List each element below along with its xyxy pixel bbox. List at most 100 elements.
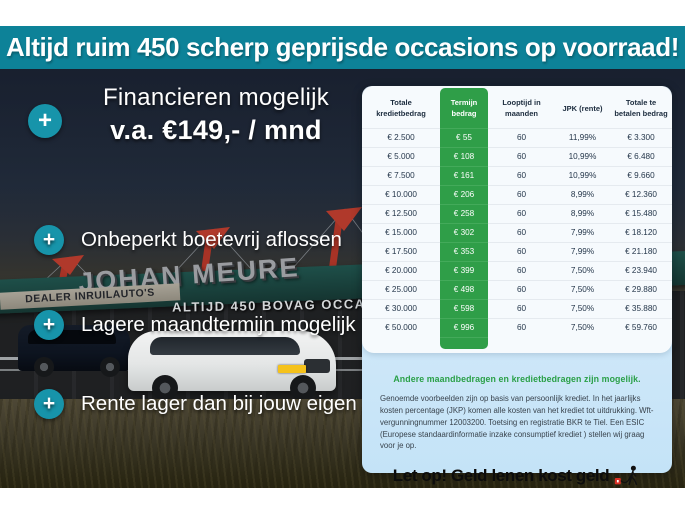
table-cell: € 258 [440,203,488,223]
white-suv-grille [304,359,330,373]
dark-suv-rear-wheel [100,357,120,377]
finance-table: Totale kredietbedrag Termijn bedrag Loop… [362,88,672,349]
alternative-amounts-note: Andere maandbedragen en kredietbedragen … [393,374,641,384]
table-cell: 7,50% [555,298,610,318]
warning-label: Let op! Geld lenen kost geld [392,465,610,485]
table-cell: 60 [488,146,555,166]
plus-icon: + [34,225,64,255]
plus-icon: + [34,389,64,419]
table-cell: 8,99% [555,203,610,223]
feature-label: Onbeperkt boetevrij aflossen [81,228,342,251]
table-row: € 25.000 € 498 60 7,50% € 29.880 [362,279,672,299]
white-suv-rear-wheel [290,375,316,401]
license-plate [278,365,306,373]
money-burden-icon [615,465,638,486]
header-looptijd: Looptijd in maanden [502,98,541,119]
table-cell: 10,99% [555,146,610,166]
table-cell: € 2.500 [362,127,440,147]
table-cell [362,337,440,349]
plus-icon: + [34,310,64,340]
table-row: € 12.500 € 258 60 8,99% € 15.480 [362,203,672,223]
table-header-row: Totale kredietbedrag Termijn bedrag Loop… [362,88,672,128]
table-row: € 2.500 € 55 60 11,99% € 3.300 [362,127,672,147]
table-cell: € 20.000 [362,260,440,280]
table-cell: 60 [488,184,555,204]
table-cell: 60 [488,127,555,147]
table-cell: 11,99% [555,127,610,147]
feature-item-aflossen: + Onbeperkt boetevrij aflossen [34,224,342,256]
table-cell: € 12.360 [610,184,672,204]
header-totaal: Totale te betalen bedrag [614,98,668,119]
table-cell: 60 [488,222,555,242]
dark-suv-front-wheel [34,357,54,377]
table-cell: € 161 [440,165,488,185]
table-cell: € 498 [440,279,488,299]
table-cell: 10,99% [555,165,610,185]
table-cell: € 10.000 [362,184,440,204]
table-cell: 7,99% [555,222,610,242]
white-suv-windows [150,337,300,355]
table-row: € 15.000 € 302 60 7,99% € 18.120 [362,222,672,242]
table-cell: € 206 [440,184,488,204]
table-row: € 17.500 € 353 60 7,99% € 21.180 [362,241,672,261]
table-cell: € 12.500 [362,203,440,223]
table-cell: € 598 [440,298,488,318]
table-row: € 10.000 € 206 60 8,99% € 12.360 [362,184,672,204]
table-cell: 7,50% [555,260,610,280]
table-cell [488,337,555,349]
table-cell: € 9.660 [610,165,672,185]
feature-item-maandtermijn: + Lagere maandtermijn mogelijk [34,309,356,341]
table-cell: € 302 [440,222,488,242]
headline-line2: v.a. €149,- / mnd [110,115,322,145]
table-cell: 8,99% [555,184,610,204]
table-cell: 7,50% [555,317,610,337]
table-spacer-row [362,336,672,349]
table-cell [555,337,610,349]
table-cell: € 59.760 [610,317,672,337]
panel-bottom: Andere maandbedragen en kredietbedragen … [362,353,672,486]
table-cell: € 15.000 [362,222,440,242]
finance-table-card: Totale kredietbedrag Termijn bedrag Loop… [362,86,672,353]
table-cell: € 3.300 [610,127,672,147]
header-kredietbedrag: Totale kredietbedrag [376,98,426,119]
table-cell: € 30.000 [362,298,440,318]
table-row: € 30.000 € 598 60 7,50% € 35.880 [362,298,672,318]
table-cell: € 108 [440,146,488,166]
top-banner: Altijd ruim 450 scherp geprijsde occasio… [0,26,685,69]
table-row: € 20.000 € 399 60 7,50% € 23.940 [362,260,672,280]
table-cell: € 5.000 [362,146,440,166]
table-cell: € 23.940 [610,260,672,280]
table-cell: € 25.000 [362,279,440,299]
table-cell: 60 [488,260,555,280]
table-cell: € 55 [440,127,488,147]
table-cell [440,336,488,349]
finance-headline: Financieren mogelijk v.a. €149,- / mnd [66,84,366,146]
table-row: € 50.000 € 996 60 7,50% € 59.760 [362,317,672,337]
table-cell: € 353 [440,241,488,261]
table-cell: € 35.880 [610,298,672,318]
table-cell [610,337,672,349]
plus-icon: + [28,104,62,138]
finance-panel: Totale kredietbedrag Termijn bedrag Loop… [362,86,672,486]
table-cell: € 399 [440,260,488,280]
table-cell: € 996 [440,317,488,337]
table-cell: 7,50% [555,279,610,299]
table-cell: 60 [488,298,555,318]
credit-disclaimer: Genoemde voorbeelden zijn op basis van p… [380,394,654,451]
table-cell: € 21.180 [610,241,672,261]
table-cell: 60 [488,165,555,185]
table-cell: 7,99% [555,241,610,261]
table-cell: € 18.120 [610,222,672,242]
table-cell: 60 [488,279,555,299]
feature-label: Lagere maandtermijn mogelijk [81,313,356,336]
table-cell: € 6.480 [610,146,672,166]
table-cell: € 29.880 [610,279,672,299]
feature-label: Rente lager dan bij jouw eigen bank [81,392,407,415]
table-cell: € 17.500 [362,241,440,261]
credit-warning: Let op! Geld lenen kost geld [380,465,654,486]
table-cell: 60 [488,203,555,223]
header-jpk: JPK (rente) [562,103,603,113]
white-suv-front-wheel [152,375,178,401]
feature-item-rente: + Rente lager dan bij jouw eigen bank [34,388,407,420]
